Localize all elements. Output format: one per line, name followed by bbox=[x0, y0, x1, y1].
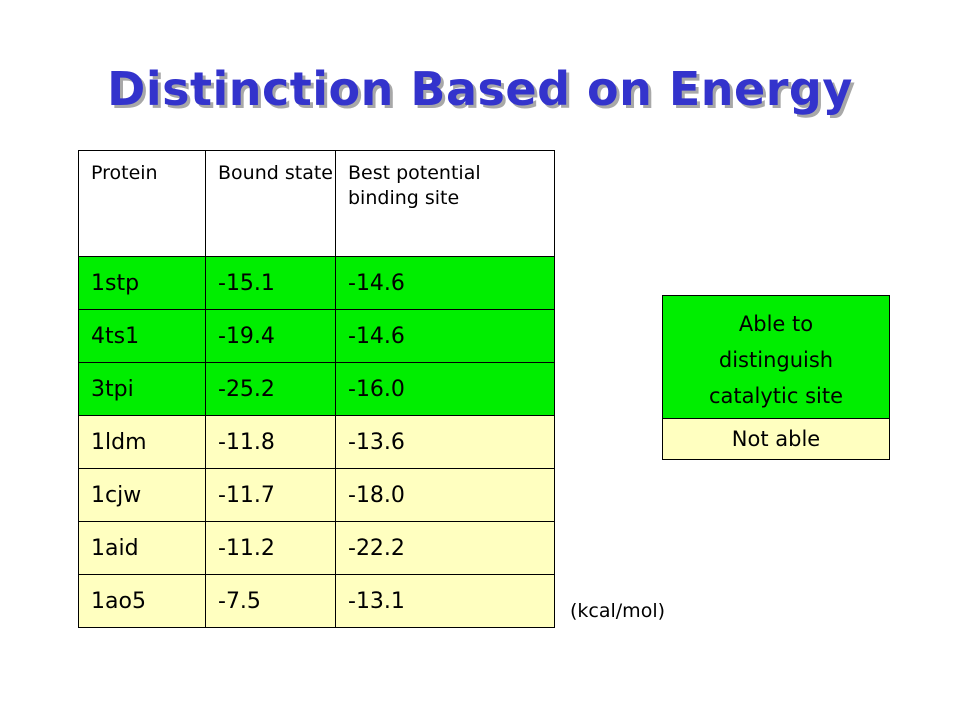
cell-protein: 4ts1 bbox=[78, 309, 206, 363]
cell-bound: -25.2 bbox=[205, 362, 336, 416]
legend-box: Able to distinguish catalytic site Not a… bbox=[662, 295, 890, 460]
header-best-site: Best potential binding site bbox=[335, 150, 555, 257]
cell-protein: 1cjw bbox=[78, 468, 206, 522]
units-label: (kcal/mol) bbox=[570, 600, 666, 622]
cell-best: -13.6 bbox=[335, 415, 555, 469]
table-row: 3tpi -25.2 -16.0 bbox=[78, 362, 555, 416]
cell-bound: -15.1 bbox=[205, 256, 336, 310]
energy-table: Protein Bound state Best potential bindi… bbox=[78, 150, 555, 628]
cell-best: -14.6 bbox=[335, 309, 555, 363]
legend-able-line: Able to bbox=[738, 312, 814, 336]
legend-able: Able to distinguish catalytic site bbox=[663, 296, 889, 419]
cell-protein: 1ldm bbox=[78, 415, 206, 469]
table-header-row: Protein Bound state Best potential bindi… bbox=[78, 150, 555, 257]
legend-able-line: distinguish bbox=[718, 348, 834, 372]
table-row: 1stp -15.1 -14.6 bbox=[78, 256, 555, 310]
header-protein: Protein bbox=[78, 150, 206, 257]
table-row: 1aid -11.2 -22.2 bbox=[78, 521, 555, 575]
table-row: 1ao5 -7.5 -13.1 bbox=[78, 574, 555, 628]
cell-bound: -11.2 bbox=[205, 521, 336, 575]
header-bound-state: Bound state bbox=[205, 150, 336, 257]
table-row: 4ts1 -19.4 -14.6 bbox=[78, 309, 555, 363]
cell-bound: -7.5 bbox=[205, 574, 336, 628]
legend-able-line: catalytic site bbox=[709, 384, 843, 408]
cell-best: -13.1 bbox=[335, 574, 555, 628]
cell-protein: 3tpi bbox=[78, 362, 206, 416]
cell-best: -18.0 bbox=[335, 468, 555, 522]
table-row: 1ldm -11.8 -13.6 bbox=[78, 415, 555, 469]
cell-protein: 1aid bbox=[78, 521, 206, 575]
cell-best: -16.0 bbox=[335, 362, 555, 416]
legend-not-able: Not able bbox=[663, 419, 889, 459]
cell-bound: -11.8 bbox=[205, 415, 336, 469]
cell-protein: 1ao5 bbox=[78, 574, 206, 628]
cell-bound: -11.7 bbox=[205, 468, 336, 522]
table-row: 1cjw -11.7 -18.0 bbox=[78, 468, 555, 522]
cell-best: -14.6 bbox=[335, 256, 555, 310]
slide-title: Distinction Based on Energy bbox=[107, 62, 853, 116]
cell-best: -22.2 bbox=[335, 521, 555, 575]
cell-bound: -19.4 bbox=[205, 309, 336, 363]
cell-protein: 1stp bbox=[78, 256, 206, 310]
